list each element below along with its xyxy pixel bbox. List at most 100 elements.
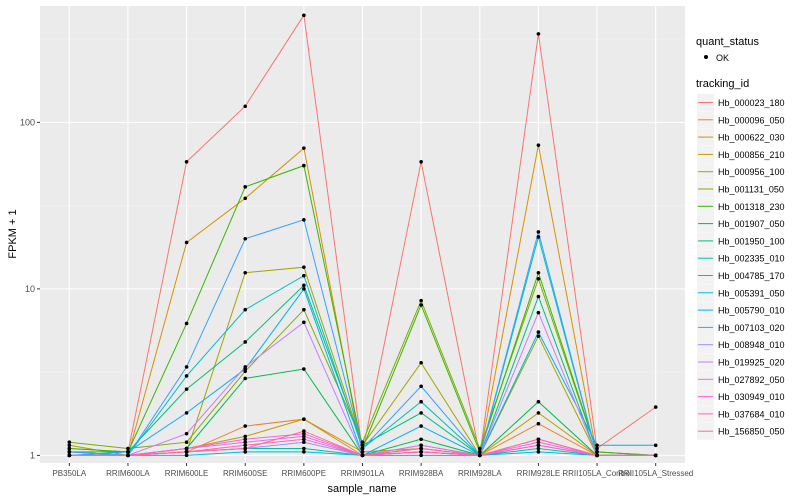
data-point (302, 440, 306, 444)
data-point (419, 303, 423, 307)
data-point (536, 440, 541, 444)
legend-item-label: Hb_001907_050 (718, 219, 785, 229)
legend-item-label: Hb_005391_050 (718, 288, 785, 298)
legend-item-label: Hb_005790_010 (718, 306, 785, 316)
data-point (302, 431, 306, 436)
data-point (419, 411, 423, 415)
y-tick-label: 100 (20, 117, 35, 127)
data-point (536, 411, 541, 415)
data-point (243, 440, 248, 444)
data-point (302, 417, 306, 421)
legend-item-label: Hb_037684_010 (718, 409, 785, 419)
data-point (302, 437, 306, 442)
x-tick-label: RRIM901LA (341, 469, 385, 478)
data-point (595, 443, 599, 448)
data-point (360, 450, 365, 454)
x-tick-label: RRII105LA_Stressed (618, 469, 693, 478)
data-point (653, 453, 658, 458)
data-point (243, 434, 248, 439)
data-point (536, 334, 541, 338)
data-point (302, 283, 306, 288)
data-point (184, 387, 189, 391)
data-point (126, 450, 130, 454)
legend-item-label: Hb_027892_050 (718, 375, 785, 385)
data-point (536, 32, 541, 36)
data-point (243, 437, 248, 442)
legend-item-label: Hb_001131_050 (718, 185, 784, 195)
data-point (477, 450, 482, 454)
y-tick-label: 10 (25, 284, 35, 294)
data-point (536, 276, 541, 281)
data-point (536, 399, 541, 404)
data-point (536, 446, 541, 451)
data-point (419, 450, 423, 454)
data-point (360, 443, 365, 448)
legend-item-label: Hb_000622_030 (718, 133, 785, 143)
data-point (126, 453, 130, 458)
data-point (302, 434, 306, 439)
data-point (67, 453, 72, 458)
tracking-id-legend-title: tracking_id (696, 78, 749, 90)
x-axis-title: sample_name (327, 483, 396, 495)
x-tick-label: RRIM928LE (517, 469, 561, 478)
quant-status-legend-label: OK (716, 53, 729, 63)
quant-status-legend: quant_status OK (696, 36, 759, 63)
data-point (243, 196, 248, 201)
data-point (243, 340, 248, 344)
data-point (184, 440, 189, 444)
data-point (302, 265, 306, 269)
data-point (302, 287, 306, 291)
legend-item-label: Hb_004785_170 (718, 271, 785, 281)
data-point (536, 143, 541, 147)
data-point (67, 440, 72, 444)
data-point (184, 321, 189, 326)
data-point (302, 429, 306, 433)
data-point (536, 294, 541, 299)
data-point (536, 421, 541, 426)
y-axis-title: FPKM + 1 (7, 209, 19, 258)
data-point (536, 437, 541, 442)
data-point (243, 365, 248, 369)
data-point (184, 446, 189, 451)
legend-item-label: Hb_030949_010 (718, 392, 785, 402)
data-point (302, 307, 306, 312)
legend-item-label: Hb_000856_210 (718, 150, 785, 160)
series-points (67, 13, 658, 458)
data-point (536, 235, 541, 239)
data-point (419, 360, 423, 365)
data-point (302, 217, 306, 222)
data-point (419, 437, 423, 442)
legend-item-label: Hb_000956_100 (718, 167, 785, 177)
data-point (477, 453, 482, 458)
data-point (243, 185, 248, 189)
data-point (302, 450, 306, 454)
data-point (419, 424, 423, 428)
data-point (536, 230, 541, 234)
data-point (536, 330, 541, 334)
data-point (184, 450, 189, 454)
data-point (184, 411, 189, 415)
data-point (477, 446, 482, 451)
x-axis: PB350LA RRIM600LA RRIM600LE RRIM600SE RRIM60… (52, 463, 693, 478)
data-point (419, 384, 423, 389)
data-point (184, 374, 189, 378)
legend-item-label: Hb_000096_050 (718, 115, 785, 125)
x-tick-label: RRIM928BA (399, 469, 444, 478)
data-point (243, 104, 248, 109)
data-point (653, 443, 658, 448)
x-tick-label: RRIM600SE (223, 469, 267, 478)
data-point (536, 270, 541, 275)
data-point (243, 236, 248, 241)
data-point (360, 453, 365, 458)
data-point (595, 446, 599, 451)
data-point (360, 446, 365, 451)
legend-item-label: Hb_000023_180 (718, 98, 785, 108)
quant-status-legend-key-point (704, 55, 708, 59)
data-point (302, 273, 306, 278)
legend-item-label: Hb_001318_230 (718, 202, 785, 212)
x-tick-label: RRIM600LA (106, 469, 150, 478)
data-point (67, 450, 72, 454)
data-point (126, 446, 130, 451)
data-point (595, 450, 599, 454)
y-tick-label: 1 (30, 450, 35, 460)
